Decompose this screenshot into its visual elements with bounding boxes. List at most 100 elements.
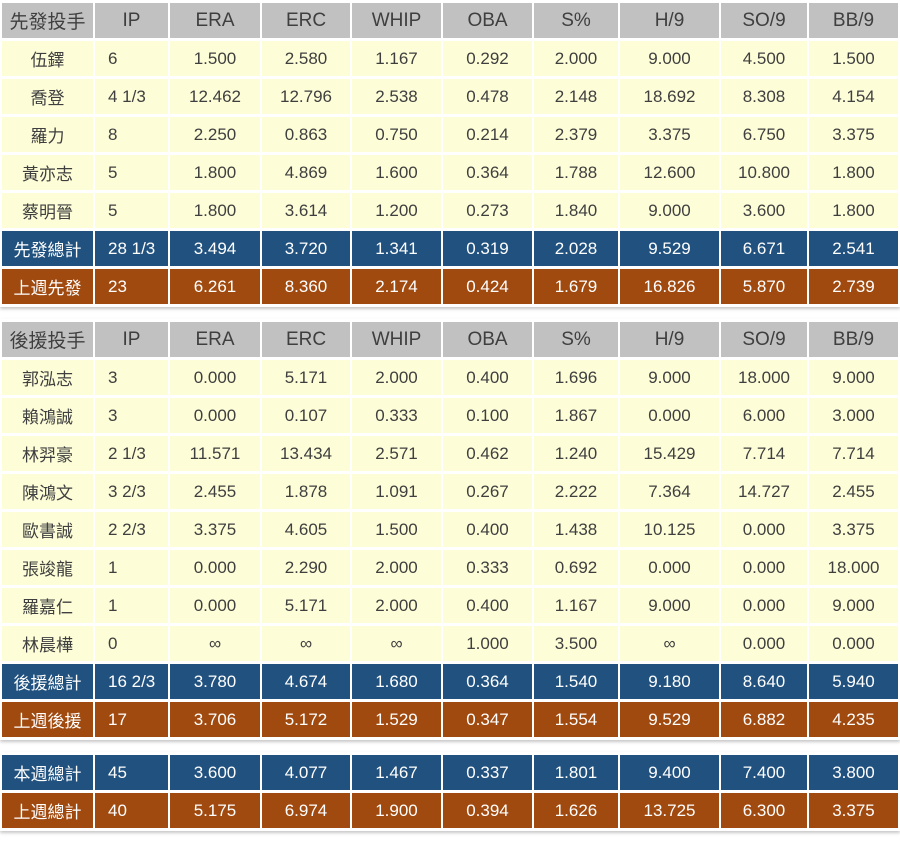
stat-cell: 6.300 (721, 793, 807, 828)
stat-cell: 0.000 (170, 550, 260, 585)
column-header: H/9 (620, 3, 719, 38)
stat-cell: 10.800 (721, 155, 807, 190)
stat-cell: 2.455 (170, 474, 260, 509)
stat-cell: 3.800 (809, 755, 898, 790)
stat-cell: 4.605 (262, 512, 350, 547)
stat-cell: 0.424 (443, 269, 532, 304)
stat-cell: 2.455 (809, 474, 898, 509)
stat-cell: 1.167 (534, 588, 618, 623)
stat-cell: 16.826 (620, 269, 719, 304)
stat-cell: 1.800 (809, 193, 898, 228)
stat-cell: 9.000 (809, 360, 898, 395)
stat-cell: 11.571 (170, 436, 260, 471)
stat-cell: 1.840 (534, 193, 618, 228)
stat-cell: 12.600 (620, 155, 719, 190)
pitcher-row: 蔡明晉 5 1.800 3.614 1.200 0.273 1.840 9.000 3.600 1… (2, 193, 898, 228)
stat-cell: 23 (95, 269, 168, 304)
stat-cell: 0.462 (443, 436, 532, 471)
stat-cell: 9.000 (620, 41, 719, 76)
table-title-cell: 先發投手 (2, 3, 93, 38)
stat-cell: 3.720 (262, 231, 350, 266)
column-header: SO/9 (721, 3, 807, 38)
stat-cell: 3 (95, 398, 168, 433)
stat-cell: 9.529 (620, 702, 719, 737)
stat-cell: 2.580 (262, 41, 350, 76)
stat-cell: 3 2/3 (95, 474, 168, 509)
column-header: BB/9 (809, 3, 898, 38)
stat-cell: 1.788 (534, 155, 618, 190)
stat-cell: 5.171 (262, 360, 350, 395)
pitcher-name-cell: 郭泓志 (2, 360, 93, 395)
stat-cell: 0.000 (721, 588, 807, 623)
stat-cell: 13.434 (262, 436, 350, 471)
stat-cell: 1.540 (534, 664, 618, 699)
stat-cell: 3.494 (170, 231, 260, 266)
stat-cell: 3.600 (170, 755, 260, 790)
stat-cell: 0.319 (443, 231, 532, 266)
stat-cell: 2.222 (534, 474, 618, 509)
stat-cell: 0.333 (443, 550, 532, 585)
stat-cell: 2.290 (262, 550, 350, 585)
stat-cell: 0.000 (721, 550, 807, 585)
stat-cell: 3.375 (809, 117, 898, 152)
stat-cell: 1.626 (534, 793, 618, 828)
total-row: 後援總計 16 2/3 3.780 4.674 1.680 0.364 1.540 9.180… (2, 664, 898, 699)
stat-cell: 3.000 (809, 398, 898, 433)
stat-cell: 0.000 (170, 360, 260, 395)
stat-cell: 1.878 (262, 474, 350, 509)
stat-cell: 0.333 (352, 398, 441, 433)
pitcher-row: 張竣龍 1 0.000 2.290 2.000 0.333 0.692 0.000 0.000 1… (2, 550, 898, 585)
pitcher-name-cell: 蔡明晉 (2, 193, 93, 228)
stat-cell: 0.347 (443, 702, 532, 737)
stat-cell: 1.800 (170, 155, 260, 190)
stat-cell: 9.400 (620, 755, 719, 790)
stat-cell: 3.706 (170, 702, 260, 737)
stat-cell: 13.725 (620, 793, 719, 828)
pitcher-name-cell: 羅力 (2, 117, 93, 152)
column-header: H/9 (620, 322, 719, 357)
stat-cell: 4.500 (721, 41, 807, 76)
stat-cell: 6.882 (721, 702, 807, 737)
stat-cell: 18.692 (620, 79, 719, 114)
header-row: 先發投手 IP ERA ERC WHIP OBA S% H/9 SO/9 BB/9 (2, 3, 898, 38)
pitcher-name-cell: 伍鐸 (2, 41, 93, 76)
pitcher-row: 林晨樺 0 ∞ ∞ ∞ 1.000 3.500 ∞ 0.000 0.000 (2, 626, 898, 661)
stat-cell: 1.091 (352, 474, 441, 509)
stat-cell: 8.360 (262, 269, 350, 304)
stat-cell: ∞ (620, 626, 719, 661)
stat-cell: 0.400 (443, 360, 532, 395)
stat-cell: 2.538 (352, 79, 441, 114)
pitcher-name-cell: 歐書誠 (2, 512, 93, 547)
total-label-cell: 後援總計 (2, 664, 93, 699)
stat-cell: 3.375 (620, 117, 719, 152)
stat-cell: 1.000 (443, 626, 532, 661)
stat-cell: 4.077 (262, 755, 350, 790)
column-header: OBA (443, 3, 532, 38)
total-row: 上週後援 17 3.706 5.172 1.529 0.347 1.554 9.529 6.88… (2, 702, 898, 737)
stat-cell: 1.438 (534, 512, 618, 547)
stat-cell: 6 (95, 41, 168, 76)
stat-cell: 1 (95, 588, 168, 623)
stat-cell: 45 (95, 755, 168, 790)
column-header: IP (95, 322, 168, 357)
pitcher-name-cell: 黃亦志 (2, 155, 93, 190)
stat-cell: 9.000 (620, 193, 719, 228)
stat-cell: 3.614 (262, 193, 350, 228)
pitcher-row: 賴鴻誠 3 0.000 0.107 0.333 0.100 1.867 0.000 6.000 3… (2, 398, 898, 433)
total-label-cell: 上週總計 (2, 793, 93, 828)
stat-cell: 5 (95, 193, 168, 228)
header-row: 後援投手 IP ERA ERC WHIP OBA S% H/9 SO/9 BB/9 (2, 322, 898, 357)
stat-cell: 2.000 (352, 360, 441, 395)
stat-cell: 15.429 (620, 436, 719, 471)
stat-cell: 9.529 (620, 231, 719, 266)
stat-cell: 4.674 (262, 664, 350, 699)
stat-cell: 5.940 (809, 664, 898, 699)
stat-cell: 2.148 (534, 79, 618, 114)
stat-cell: 1.167 (352, 41, 441, 76)
pitcher-row: 歐書誠 2 2/3 3.375 4.605 1.500 0.400 1.438 10.125 0… (2, 512, 898, 547)
stat-cell: 1.696 (534, 360, 618, 395)
stat-cell: 16 2/3 (95, 664, 168, 699)
starters-table: 先發投手 IP ERA ERC WHIP OBA S% H/9 SO/9 BB/9 伍鐸 6 1.500… (0, 0, 900, 307)
stat-cell: 2.028 (534, 231, 618, 266)
